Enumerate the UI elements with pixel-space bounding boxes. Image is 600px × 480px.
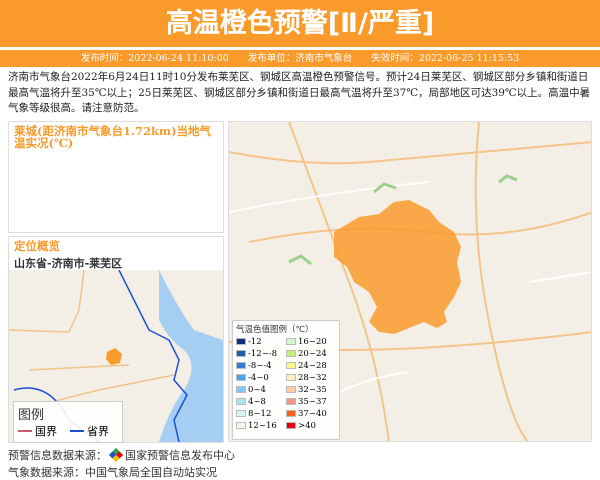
legend-label: -4~0 [248, 372, 269, 383]
source1-name[interactable]: 国家预警信息发布中心 [125, 449, 235, 462]
temperature-panel-title: 莱城(距济南市气象台1.72km)当地气温实况(℃) [14, 124, 212, 150]
province-border-label: 省界 [87, 425, 109, 438]
legend-item: -8~-4 [236, 361, 286, 371]
legend-item: >40 [286, 421, 336, 431]
legend-swatch [236, 338, 246, 346]
legend-swatch [236, 386, 246, 394]
legend-label: 37~40 [298, 408, 327, 419]
legend-swatch [286, 386, 296, 394]
meta-bar: 发布时间：2022-06-24 11:10:00 发布单位：济南市气象台 失效时… [0, 50, 600, 67]
warning-map[interactable] [228, 121, 592, 442]
legend-item: 0~4 [236, 385, 286, 395]
legend-swatch [286, 338, 296, 346]
legend-label: 16~20 [298, 336, 327, 347]
legend-label: 28~32 [298, 372, 327, 383]
warning-area [334, 200, 461, 334]
map-legend-title: 图例 [18, 408, 45, 423]
legend-label: -12~-8 [248, 348, 278, 359]
legend-swatch [286, 410, 296, 418]
legend-label: 35~37 [298, 396, 327, 407]
legend-item: 32~35 [286, 385, 336, 395]
legend-swatch [286, 422, 296, 430]
source1-label: 预警信息数据来源： [8, 449, 107, 462]
expire-time: 失效时间：2022-06-25 11:15:53 [371, 53, 520, 64]
location-panel: 定位概览 山东省-济南市-莱芜区 图例 国界 省界 [8, 236, 224, 443]
legend-label: 0~4 [248, 384, 266, 395]
legend-swatch [236, 422, 246, 430]
legend-swatch [236, 350, 246, 358]
legend-label: -12 [248, 336, 262, 347]
legend-swatch [286, 398, 296, 406]
legend-item: 20~24 [286, 349, 336, 359]
legend-item: -4~0 [236, 373, 286, 383]
legend-label: 12~16 [248, 420, 277, 431]
legend-label: 20~24 [298, 348, 327, 359]
legend-label: 24~28 [298, 360, 327, 371]
legend-swatch [286, 350, 296, 358]
temperature-legend-title: 气温色值图例（℃） [236, 325, 314, 335]
legend-item: 28~32 [286, 373, 336, 383]
location-text: 山东省-济南市-莱芜区 [14, 257, 123, 270]
country-border-label: 国界 [35, 425, 57, 438]
sea-area [159, 270, 223, 442]
source-line-1: 预警信息数据来源： 国家预警信息发布中心 [8, 447, 235, 463]
legend-label: 8~12 [248, 408, 272, 419]
issuer: 发布单位：济南市气象台 [247, 53, 353, 64]
temperature-panel: 莱城(距济南市气象台1.72km)当地气温实况(℃) [8, 121, 224, 233]
nmc-logo-icon [108, 447, 124, 463]
legend-swatch [286, 374, 296, 382]
legend-item: 16~20 [286, 337, 336, 347]
legend-label: 32~35 [298, 384, 327, 395]
legend-swatch [286, 362, 296, 370]
temperature-legend: 气温色值图例（℃） -12 16~20 -12~-8 20~24 -8~-4 24~28 -… [232, 320, 340, 440]
legend-swatch [236, 374, 246, 382]
legend-item: 12~16 [236, 421, 286, 431]
map-legend: 图例 国界 省界 [13, 401, 123, 443]
issue-time: 发布时间：2022-06-24 11:10:00 [80, 53, 229, 64]
legend-item: 24~28 [286, 361, 336, 371]
warning-area-overview [106, 348, 122, 365]
legend-item: 37~40 [286, 409, 336, 419]
legend-item: 35~37 [286, 397, 336, 407]
legend-item: 4~8 [236, 397, 286, 407]
legend-label: 4~8 [248, 396, 266, 407]
legend-label: -8~-4 [248, 360, 272, 371]
legend-label: >40 [298, 420, 316, 431]
country-border-swatch [18, 430, 32, 432]
legend-swatch [236, 398, 246, 406]
source2: 气象数据来源：中国气象局全国自动站实况 [8, 466, 217, 479]
legend-item: -12~-8 [236, 349, 286, 359]
legend-item: -12 [236, 337, 286, 347]
province-border-swatch [70, 430, 84, 432]
legend-item: 8~12 [236, 409, 286, 419]
legend-swatch [236, 410, 246, 418]
legend-swatch [236, 362, 246, 370]
page-title: 高温橙色预警[Ⅱ/严重] [0, 0, 600, 47]
location-panel-title: 定位概览 [14, 239, 60, 253]
warning-description: 济南市气象台2022年6月24日11时10分发布莱芜区、钢城区高温橙色预警信号。… [8, 71, 591, 114]
